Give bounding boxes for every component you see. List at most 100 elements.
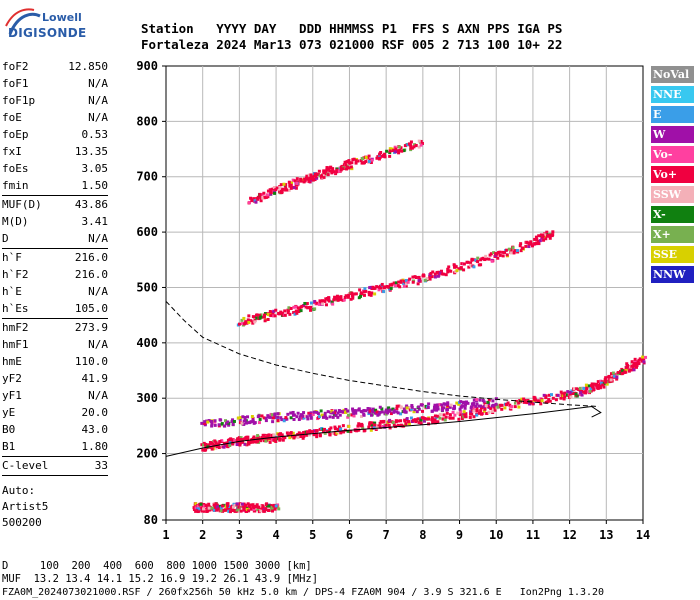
echo-point — [371, 410, 375, 414]
echo-point — [436, 420, 440, 424]
param-label: hmE — [2, 355, 22, 368]
echo-point — [330, 169, 334, 173]
echo-point — [203, 442, 207, 446]
echo-point — [405, 417, 409, 421]
echo-point — [305, 415, 309, 419]
echo-point — [456, 411, 460, 415]
param-row: foF1 N/A — [2, 75, 108, 92]
echo-point — [346, 415, 350, 419]
echo-point — [315, 429, 319, 433]
echo-point — [274, 439, 278, 443]
echo-point — [339, 165, 343, 169]
echo-point — [637, 358, 641, 362]
legend-item: E — [651, 106, 694, 123]
echo-point — [291, 185, 295, 189]
echo-point — [462, 410, 466, 414]
echo-point — [459, 400, 463, 404]
echo-point — [479, 409, 483, 413]
echo-point — [378, 411, 382, 415]
x-tick-label: 7 — [383, 528, 390, 542]
echo-point — [396, 149, 400, 153]
echo-point — [447, 269, 451, 273]
echo-point — [303, 301, 307, 305]
echo-point — [404, 422, 408, 426]
echo-point — [334, 297, 338, 301]
echo-point — [280, 190, 284, 194]
echo-point — [559, 390, 563, 394]
echo-point — [383, 285, 387, 289]
echo-point — [624, 368, 628, 372]
echo-point — [231, 505, 235, 509]
echo-point — [284, 183, 288, 187]
echo-point — [609, 372, 613, 376]
echo-point — [246, 438, 250, 442]
echo-point — [392, 148, 396, 152]
echo-point — [333, 411, 337, 415]
echo-point — [337, 425, 341, 429]
echo-point — [292, 417, 296, 421]
echo-point — [525, 240, 529, 244]
echo-point — [375, 156, 379, 160]
echo-point — [337, 169, 341, 173]
echo-point — [493, 407, 497, 411]
profile-dashed-line — [165, 300, 599, 407]
param-separator — [2, 248, 108, 249]
echo-point — [419, 139, 423, 143]
echo-point — [273, 507, 277, 511]
echo-point — [364, 155, 368, 159]
echo-point — [221, 504, 225, 508]
echo-point — [354, 409, 358, 413]
echo-point — [392, 410, 396, 414]
echo-point — [262, 191, 266, 195]
echo-point — [487, 257, 491, 261]
echo-point — [312, 410, 316, 414]
echo-point — [239, 440, 243, 444]
echo-point — [262, 435, 266, 439]
echo-point — [231, 438, 235, 442]
echo-point — [262, 508, 266, 512]
echo-point — [283, 313, 287, 317]
param-value: N/A — [88, 338, 108, 351]
echo-point — [345, 160, 349, 164]
param-value: 20.0 — [81, 406, 109, 419]
echo-point — [533, 242, 537, 246]
echo-point — [351, 296, 355, 300]
param-label: h`E — [2, 285, 22, 298]
echo-point — [388, 409, 392, 413]
param-label: MUF(D) — [2, 198, 42, 211]
echo-point — [630, 362, 634, 366]
echo-point — [544, 237, 548, 241]
echo-point — [237, 322, 241, 326]
echo-point — [356, 424, 360, 428]
echo-point — [446, 404, 450, 408]
echo-point — [436, 404, 440, 408]
echo-point — [315, 176, 319, 180]
echo-point — [243, 442, 247, 446]
echo-point — [509, 407, 513, 411]
echo-point — [398, 148, 402, 152]
echo-point — [268, 440, 272, 444]
echo-point — [579, 391, 583, 395]
echo-point — [208, 443, 212, 447]
echo-point — [644, 355, 648, 359]
echo-point — [362, 293, 366, 297]
echo-point — [298, 415, 302, 419]
echo-point — [506, 401, 510, 405]
echo-point — [307, 411, 311, 415]
echo-point — [237, 436, 241, 440]
echo-point — [578, 386, 582, 390]
echo-point — [317, 302, 321, 306]
echo-point — [417, 275, 421, 279]
echo-point — [361, 426, 365, 430]
echo-point — [369, 413, 373, 417]
echo-point — [479, 263, 483, 267]
echo-point — [462, 268, 466, 272]
param-value: N/A — [88, 111, 108, 124]
param-label: h`Es — [2, 302, 29, 315]
echo-point — [360, 424, 364, 428]
echo-point — [333, 425, 337, 429]
param-label: B0 — [2, 423, 16, 436]
echo-point — [231, 441, 235, 445]
echo-point — [378, 155, 382, 159]
echo-point — [284, 186, 288, 190]
